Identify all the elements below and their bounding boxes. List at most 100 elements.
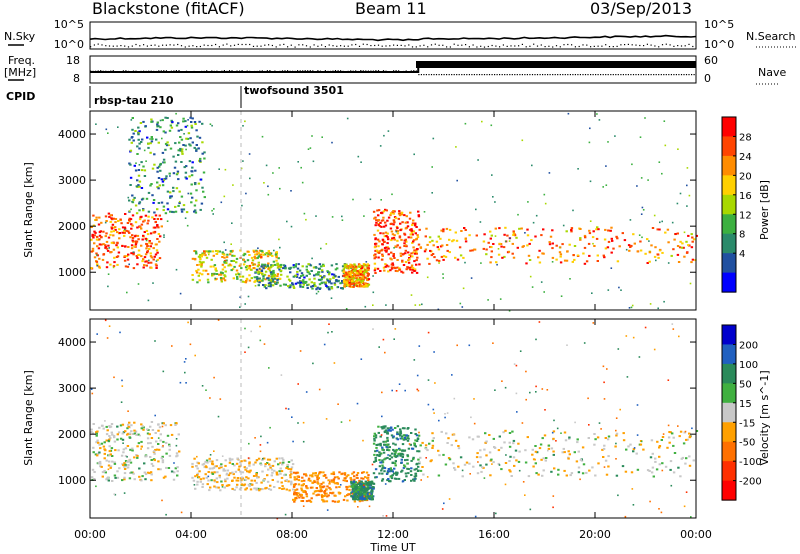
- y-tick-label: 4000: [58, 128, 86, 141]
- nave-dot: [491, 74, 493, 76]
- echo-cell: [317, 278, 321, 281]
- echo-cell: [399, 222, 402, 225]
- echo-cell: [255, 268, 259, 271]
- nave-dot: [501, 74, 503, 76]
- noise-search-dot: [434, 43, 436, 45]
- echo-cell: [113, 376, 115, 379]
- nave-dot: [428, 74, 430, 76]
- echo-cell: [583, 234, 587, 237]
- echo-cell: [386, 427, 389, 430]
- echo-cell: [509, 470, 512, 473]
- echo-cell: [220, 480, 223, 483]
- echo-cell: [307, 271, 310, 274]
- nave-dot: [178, 70, 180, 72]
- echo-cell: [439, 245, 443, 248]
- echo-cell: [489, 230, 492, 233]
- noise-search-dot: [540, 44, 542, 46]
- echo-cell: [138, 201, 142, 204]
- echo-cell: [375, 221, 378, 224]
- echo-cell: [222, 468, 225, 471]
- echo-cell: [185, 148, 187, 151]
- echo-cell: [581, 472, 585, 475]
- echo-cell: [263, 457, 266, 460]
- echo-cell: [269, 465, 272, 467]
- echo-cell: [401, 271, 405, 274]
- echo-cell: [182, 208, 186, 211]
- echo-cell: [290, 466, 294, 469]
- echo-cell: [396, 232, 400, 235]
- echo-cell: [149, 138, 151, 140]
- echo-cell: [373, 460, 376, 463]
- echo-cell: [180, 210, 184, 213]
- echo-cell: [153, 163, 156, 166]
- echo-cell: [247, 295, 250, 298]
- echo-cell: [657, 307, 659, 310]
- echo-cell: [427, 403, 430, 406]
- nave-dot: [115, 71, 117, 73]
- echo-cell: [105, 439, 108, 442]
- echo-cell: [155, 448, 159, 451]
- echo-cell: [161, 425, 164, 428]
- echo-cell: [488, 451, 492, 454]
- echo-cell: [273, 277, 276, 280]
- echo-cell: [357, 155, 360, 158]
- echo-cell: [618, 245, 621, 248]
- echo-cell: [624, 515, 627, 518]
- echo-cell: [394, 269, 398, 272]
- echo-cell: [180, 195, 184, 198]
- echo-cell: [315, 288, 318, 291]
- noise-search-dot: [377, 44, 380, 46]
- echo-cell: [464, 261, 466, 264]
- x-tick-label: 00:00: [74, 528, 106, 541]
- echo-cell: [189, 192, 193, 195]
- echo-cell: [511, 252, 514, 255]
- echo-cell: [660, 511, 663, 514]
- echo-cell: [352, 471, 356, 474]
- echo-cell: [195, 271, 199, 274]
- echo-cell: [278, 167, 280, 169]
- echo-cell: [342, 281, 346, 284]
- echo-cell: [616, 237, 619, 240]
- echo-cell: [115, 244, 118, 247]
- colorbar-segment: [722, 480, 736, 501]
- noise-search-dot: [404, 45, 406, 47]
- echo-cell: [375, 446, 378, 449]
- echo-cell: [325, 476, 328, 479]
- echo-cell: [282, 283, 286, 286]
- echo-cell: [170, 470, 174, 473]
- echo-cell: [268, 367, 270, 369]
- echo-cell: [364, 264, 367, 267]
- echo-cell: [149, 245, 152, 248]
- echo-cell: [294, 489, 297, 492]
- echo-cell: [638, 234, 641, 236]
- echo-cell: [261, 273, 264, 276]
- echo-cell: [301, 286, 305, 288]
- echo-cell: [273, 469, 276, 472]
- echo-cell: [255, 276, 259, 279]
- echo-cell: [135, 162, 137, 164]
- echo-cell: [563, 259, 567, 262]
- echo-cell: [683, 231, 686, 234]
- echo-cell: [359, 488, 362, 491]
- nave-dot: [130, 71, 132, 73]
- echo-cell: [377, 256, 380, 259]
- echo-cell: [140, 423, 143, 426]
- echo-cell: [602, 254, 605, 257]
- echo-cell: [625, 448, 628, 451]
- echo-cell: [151, 464, 155, 467]
- echo-cell: [416, 462, 419, 465]
- echo-cell: [440, 229, 443, 232]
- echo-cell: [108, 445, 111, 448]
- nave-dot: [110, 70, 112, 72]
- echo-cell: [519, 350, 522, 352]
- echo-cell: [525, 398, 527, 401]
- echo-cell: [278, 457, 281, 460]
- echo-cell: [128, 460, 131, 463]
- echo-cell: [691, 258, 695, 261]
- echo-cell: [651, 466, 655, 469]
- echo-cell: [182, 120, 185, 123]
- echo-cell: [120, 401, 123, 403]
- nave-dot: [615, 74, 617, 76]
- noise-search-dot: [680, 45, 683, 47]
- echo-cell: [360, 280, 363, 283]
